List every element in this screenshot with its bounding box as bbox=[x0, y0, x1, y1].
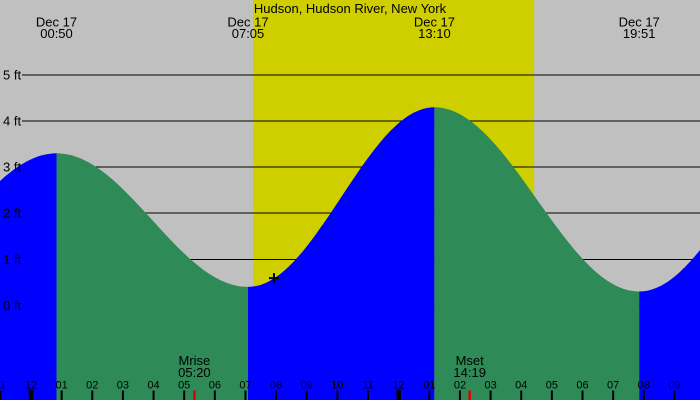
y-axis-label: 5 ft bbox=[3, 68, 21, 83]
hour-tick bbox=[91, 390, 94, 400]
y-axis-label: 2 ft bbox=[3, 206, 21, 221]
hour-label: 12 bbox=[25, 380, 37, 392]
hour-tick bbox=[244, 390, 247, 400]
hour-label: 09 bbox=[301, 380, 313, 392]
hour-label: 08 bbox=[638, 380, 650, 392]
hour-tick bbox=[152, 390, 155, 400]
hour-label: 08 bbox=[270, 380, 282, 392]
hour-tick bbox=[121, 390, 124, 400]
hour-label: 06 bbox=[209, 380, 221, 392]
moonrise-label: Mrise bbox=[179, 353, 211, 368]
hour-tick bbox=[612, 390, 615, 400]
hour-label: 11 bbox=[0, 380, 6, 392]
moon-tick bbox=[468, 390, 471, 400]
hour-label: 12 bbox=[393, 380, 405, 392]
hour-label: 09 bbox=[668, 380, 680, 392]
hour-label: 07 bbox=[239, 380, 251, 392]
hour-label: 04 bbox=[147, 380, 159, 392]
tide-fill-rising bbox=[639, 249, 700, 400]
hour-tick bbox=[673, 390, 676, 400]
hour-label: 07 bbox=[607, 380, 619, 392]
hour-tick bbox=[642, 390, 645, 400]
y-axis-label: 3 ft bbox=[3, 160, 21, 175]
hour-tick bbox=[458, 390, 461, 400]
hour-tick bbox=[367, 390, 370, 400]
hour-tick bbox=[581, 390, 584, 400]
hour-label: 06 bbox=[576, 380, 588, 392]
moonrise-time: 05:20 bbox=[178, 365, 211, 380]
tide-event-time: 13:10 bbox=[418, 26, 451, 41]
hour-label: 02 bbox=[86, 380, 98, 392]
hour-label: 01 bbox=[56, 380, 68, 392]
hour-label: 03 bbox=[117, 380, 129, 392]
hour-tick-major bbox=[396, 389, 401, 400]
y-axis-label: 4 ft bbox=[3, 114, 21, 129]
moon-tick bbox=[193, 390, 196, 400]
plus-marker bbox=[268, 273, 279, 284]
moonset-label: Mset bbox=[456, 353, 485, 368]
tide-event-time: 00:50 bbox=[40, 26, 73, 41]
hour-tick-major bbox=[28, 389, 34, 400]
tide-fill-falling bbox=[434, 107, 640, 400]
chart-title: Hudson, Hudson River, New York bbox=[254, 1, 447, 16]
hour-tick bbox=[489, 390, 492, 400]
hour-tick bbox=[275, 390, 278, 400]
tide-event-date: Dec 17 bbox=[227, 15, 268, 30]
tide-event-time: 07:05 bbox=[232, 26, 265, 41]
hour-label: 01 bbox=[423, 380, 435, 392]
tide-event-date: Dec 17 bbox=[414, 15, 455, 30]
hour-tick bbox=[0, 390, 2, 400]
tide-fill-rising bbox=[248, 107, 435, 400]
hour-label: 11 bbox=[362, 380, 373, 392]
hour-label: 05 bbox=[546, 380, 558, 392]
hour-label: 05 bbox=[178, 380, 190, 392]
tide-event-time: 19:51 bbox=[623, 26, 656, 41]
hour-tick bbox=[336, 390, 339, 400]
moonset-time: 14:19 bbox=[453, 365, 486, 380]
hour-label: 10 bbox=[331, 380, 343, 392]
hour-tick bbox=[305, 390, 308, 400]
hour-label: 02 bbox=[454, 380, 466, 392]
y-axis-label: 1 ft bbox=[3, 252, 21, 267]
hour-label: 04 bbox=[515, 380, 527, 392]
hour-tick bbox=[520, 390, 523, 400]
tide-event-date: Dec 17 bbox=[619, 15, 660, 30]
hour-label: 03 bbox=[484, 380, 496, 392]
tide-fill-falling bbox=[56, 153, 248, 400]
hour-tick bbox=[550, 390, 553, 400]
hour-tick bbox=[60, 390, 63, 400]
hour-tick bbox=[183, 390, 186, 400]
tide-event-date: Dec 17 bbox=[36, 15, 77, 30]
tide-fill-rising bbox=[0, 153, 57, 400]
hour-tick bbox=[428, 390, 431, 400]
y-axis-label: 0 ft bbox=[3, 298, 21, 313]
hour-tick bbox=[213, 390, 216, 400]
